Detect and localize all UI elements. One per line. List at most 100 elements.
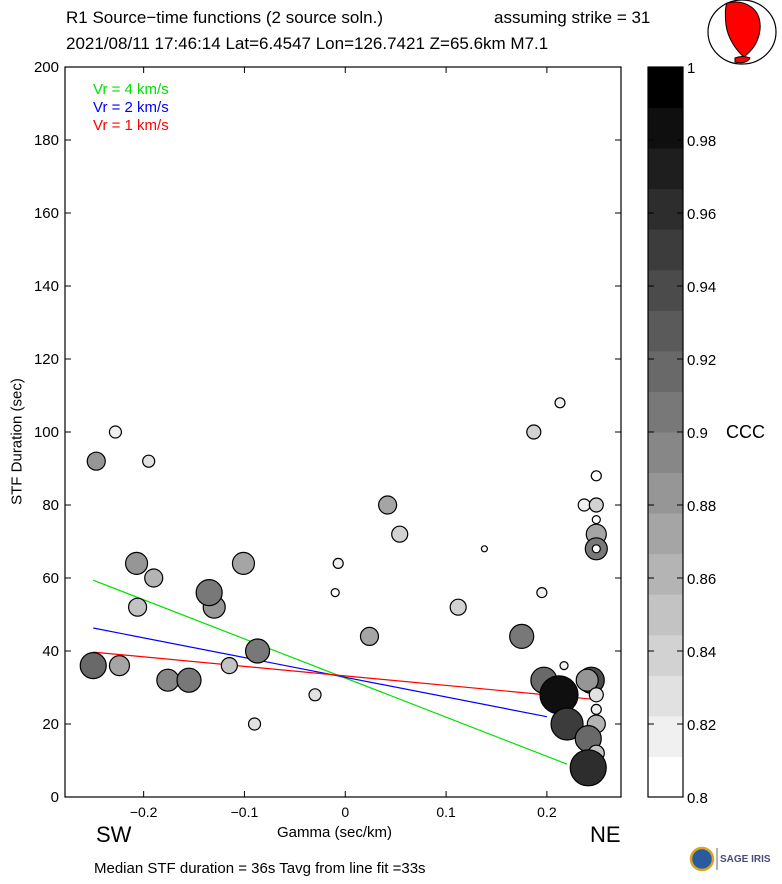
colorbar-segment <box>648 675 683 717</box>
y-axis-label: STF Duration (sec) <box>8 378 26 505</box>
data-point <box>575 668 599 692</box>
legend-entry: Vr = 1 km/s <box>93 117 169 134</box>
x-tick-label: −0.1 <box>231 804 259 820</box>
y-tick-label: 20 <box>42 716 59 733</box>
data-point <box>591 514 601 525</box>
data-point <box>554 397 566 409</box>
colorbar-segment <box>648 229 683 271</box>
y-tick-label: 80 <box>42 497 59 514</box>
beachball-compressional-small <box>734 56 751 64</box>
y-tick-label: 0 <box>51 789 59 806</box>
logo-text: SAGE IRIS <box>720 854 771 865</box>
data-point <box>539 675 579 715</box>
data-point <box>536 586 548 599</box>
data-point <box>142 454 156 468</box>
colorbar-tick-label: 0.86 <box>687 571 716 588</box>
data-point <box>550 707 584 741</box>
data-point <box>127 597 148 617</box>
colorbar-segment <box>648 148 683 190</box>
data-point <box>449 598 467 616</box>
data-point <box>590 470 602 482</box>
colorbar-label: CCC <box>726 422 765 442</box>
colorbar-tick-label: 0.96 <box>687 206 716 223</box>
data-point <box>108 654 131 677</box>
data-point <box>569 749 607 787</box>
colorbar-tick-label: 0.98 <box>687 133 716 150</box>
data-point <box>359 626 380 647</box>
y-tick-label: 140 <box>34 278 59 295</box>
data-point <box>108 425 123 439</box>
colorbar-tick-label: 1 <box>687 60 695 77</box>
colorbar-segment <box>648 513 683 555</box>
colorbar-segment <box>648 715 683 757</box>
colorbar-tick-label: 0.84 <box>687 644 716 661</box>
colorbar-segment <box>648 350 683 392</box>
colorbar-segment <box>648 432 683 474</box>
y-tick-label: 200 <box>34 59 59 76</box>
y-tick-label: 160 <box>34 205 59 222</box>
colorbar-tick-label: 0.9 <box>687 425 708 442</box>
colorbar-segment <box>648 634 683 676</box>
data-point <box>330 587 340 598</box>
colorbar-tick-label: 0.94 <box>687 279 716 296</box>
colorbar-segment <box>648 594 683 636</box>
y-tick-label: 40 <box>42 643 59 660</box>
legend-entry: Vr = 2 km/s <box>93 99 169 116</box>
colorbar-segment <box>648 107 683 149</box>
colorbar-tick-label: 0.8 <box>687 790 708 807</box>
data-point <box>176 667 202 693</box>
x-tick-label: 0.2 <box>537 804 557 820</box>
data-point <box>231 551 256 576</box>
sage-iris-logo: SAGE IRIS <box>688 845 778 873</box>
data-point <box>220 656 238 675</box>
data-point <box>308 688 322 702</box>
y-tick-label: 60 <box>42 570 59 587</box>
colorbar-segment <box>648 553 683 595</box>
data-point <box>244 638 271 664</box>
data-point <box>526 424 542 440</box>
beachball-icon <box>707 0 777 65</box>
fit-line <box>93 579 568 765</box>
y-tick-label: 100 <box>34 424 59 441</box>
colorbar-tick-label: 0.82 <box>687 717 716 734</box>
x-axis-label: Gamma (sec/km) <box>277 824 393 841</box>
data-point <box>195 578 223 607</box>
colorbar-segment <box>648 188 683 230</box>
direction-label-ne: NE <box>590 822 621 847</box>
data-point <box>588 497 604 513</box>
data-point <box>86 451 106 471</box>
colorbar-tick-label: 0.88 <box>687 498 716 515</box>
data-point <box>391 525 409 543</box>
colorbar-segment <box>648 310 683 352</box>
y-tick-label: 180 <box>34 132 59 149</box>
x-tick-label: 0 <box>341 804 349 820</box>
data-point <box>156 668 180 692</box>
nsf-logo-icon <box>689 846 715 872</box>
x-tick-label: 0.1 <box>436 804 456 820</box>
y-tick-label: 120 <box>34 351 59 368</box>
colorbar-segment <box>648 269 683 311</box>
data-point <box>591 544 601 554</box>
colorbar-segment <box>648 472 683 514</box>
colorbar-segment <box>648 67 683 109</box>
data-point <box>247 717 262 731</box>
event-info: 2021/08/11 17:46:14 Lat=6.4547 Lon=126.7… <box>66 34 549 53</box>
colorbar-segment <box>648 391 683 433</box>
x-tick-label: −0.2 <box>130 804 158 820</box>
summary-text: Median STF duration = 36s Tavg from line… <box>94 860 426 877</box>
legend-entry: Vr = 4 km/s <box>93 81 169 98</box>
data-point <box>124 551 149 576</box>
data-point <box>590 703 602 716</box>
data-point <box>577 498 591 512</box>
chart-title: R1 Source−time functions (2 source soln.… <box>66 8 384 27</box>
direction-label-sw: SW <box>96 822 132 847</box>
strike-label: assuming strike = 31 <box>494 8 651 27</box>
data-point <box>509 623 535 650</box>
colorbar-tick-label: 0.92 <box>687 352 716 369</box>
data-point <box>559 660 569 671</box>
fit-line <box>93 627 548 718</box>
data-point <box>480 545 488 553</box>
fit-line <box>93 651 593 700</box>
data-point <box>144 568 164 588</box>
